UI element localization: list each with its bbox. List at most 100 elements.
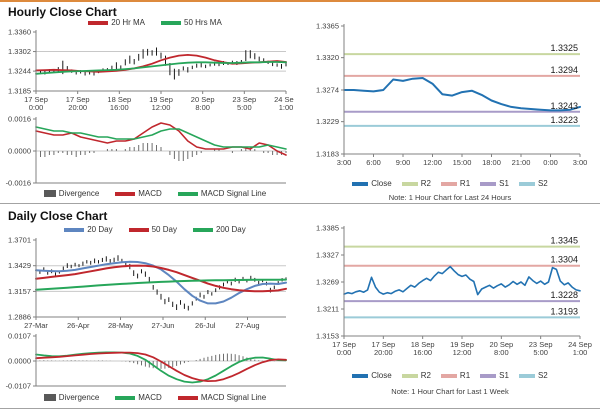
svg-text:0:00: 0:00 — [337, 348, 352, 357]
legend-item-macd: MACD — [115, 393, 162, 402]
legend-item-20day: 20 Day — [64, 225, 113, 234]
legend-item-s1: S1 — [480, 371, 509, 380]
legend-item-s2: S2 — [518, 371, 548, 380]
s2-swatch — [518, 373, 535, 378]
legend-item-r2: R2 — [401, 179, 431, 188]
legend-item-macd-signal: MACD Signal Line — [177, 189, 267, 198]
r1-swatch — [440, 373, 457, 378]
pivot-24h-legend: Close R2 R1 S1 S2 — [310, 179, 590, 188]
svg-text:17 Sep: 17 Sep — [24, 95, 48, 104]
divergence-swatch — [43, 190, 56, 197]
legend-label: R1 — [459, 371, 471, 380]
svg-text:3:00: 3:00 — [337, 158, 352, 167]
legend-label: MACD — [138, 189, 162, 198]
top-accent-bar — [0, 0, 600, 2]
legend-label: R1 — [459, 179, 471, 188]
svg-text:1.3244: 1.3244 — [8, 67, 31, 76]
svg-text:-0.0107: -0.0107 — [6, 382, 31, 391]
20day-swatch — [64, 227, 85, 232]
svg-text:21:00: 21:00 — [512, 158, 531, 167]
legend-label: Divergence — [58, 393, 100, 402]
macd-signal-swatch — [177, 191, 198, 196]
s1-swatch — [480, 181, 497, 186]
svg-text:18 Sep: 18 Sep — [107, 95, 131, 104]
svg-text:27-Mar: 27-Mar — [24, 321, 48, 330]
hourly-macd-legend: Divergence MACD MACD Signal Line — [20, 189, 290, 198]
svg-text:0.0000: 0.0000 — [8, 147, 31, 156]
svg-text:9:00: 9:00 — [396, 158, 411, 167]
legend-label: S1 — [499, 371, 509, 380]
svg-text:1.3345: 1.3345 — [550, 236, 578, 246]
50hr-ma-swatch — [161, 20, 181, 25]
legend-item-s1: S1 — [480, 179, 509, 188]
legend-label: S2 — [537, 371, 548, 380]
legend-label: 200 Day — [215, 225, 246, 234]
pivot-24h-note: Note: 1 Hour Chart for Last 24 Hours — [388, 193, 512, 202]
legend-item-r1: R1 — [440, 371, 471, 380]
legend-item-divergence: Divergence — [43, 393, 100, 402]
legend-item-r1: R1 — [440, 179, 471, 188]
20hr-ma-swatch — [88, 20, 109, 25]
svg-text:1.3223: 1.3223 — [550, 115, 578, 125]
svg-text:0.0107: 0.0107 — [8, 333, 31, 341]
s2-swatch — [518, 181, 535, 186]
legend-label: 50 Day — [151, 225, 177, 234]
svg-text:1.3320: 1.3320 — [316, 53, 339, 62]
hourly-chart-title: Hourly Close Chart — [8, 5, 117, 19]
legend-label: 20 Day — [87, 225, 113, 234]
svg-text:0.0016: 0.0016 — [8, 115, 31, 124]
bottom-divider — [0, 408, 600, 409]
mid-divider — [0, 203, 600, 204]
pivot-1week-note: Note: 1 Hour Chart for Last 1 Week — [391, 387, 509, 396]
legend-item-divergence: Divergence — [43, 189, 100, 198]
svg-text:3:00: 3:00 — [573, 158, 588, 167]
svg-text:24 Sep: 24 Sep — [568, 340, 592, 349]
s1-swatch — [480, 373, 497, 378]
svg-text:1.3153: 1.3153 — [316, 332, 339, 341]
svg-text:18:00: 18:00 — [482, 158, 501, 167]
legend-label: R2 — [420, 179, 431, 188]
svg-text:12:00: 12:00 — [423, 158, 442, 167]
svg-text:1:00: 1:00 — [279, 103, 294, 112]
legend-label: S2 — [537, 179, 548, 188]
legend-label: R2 — [420, 371, 431, 380]
svg-text:18 Sep: 18 Sep — [411, 340, 435, 349]
svg-text:1.3302: 1.3302 — [8, 47, 31, 56]
svg-text:1.3157: 1.3157 — [8, 287, 31, 296]
svg-text:1.3243: 1.3243 — [550, 101, 578, 111]
svg-text:28-May: 28-May — [108, 321, 133, 330]
legend-label: MACD — [138, 393, 162, 402]
svg-text:20:00: 20:00 — [374, 348, 393, 357]
legend-label: MACD Signal Line — [200, 189, 267, 198]
svg-text:26-Apr: 26-Apr — [67, 321, 90, 330]
legend-label: S1 — [499, 179, 509, 188]
legend-item-r2: R2 — [401, 371, 431, 380]
legend-item-200day: 200 Day — [192, 225, 246, 234]
pivot-24h-chart: 1.3325 1.3294 1.3243 1.3223 1.3365 1.3320 1.32… — [316, 22, 588, 168]
svg-text:1.3228: 1.3228 — [550, 290, 578, 300]
legend-item-s2: S2 — [518, 179, 548, 188]
svg-text:1.3294: 1.3294 — [550, 65, 578, 75]
svg-text:-0.0016: -0.0016 — [6, 179, 31, 188]
svg-text:27-Jun: 27-Jun — [152, 321, 175, 330]
legend-item-macd: MACD — [115, 189, 162, 198]
r1-swatch — [440, 181, 457, 186]
svg-text:23 Sep: 23 Sep — [529, 340, 553, 349]
svg-text:1.3185: 1.3185 — [8, 87, 31, 96]
svg-text:1.3211: 1.3211 — [317, 305, 339, 314]
legend-item-20hr-ma: 20 Hr MA — [88, 18, 145, 27]
svg-text:20 Sep: 20 Sep — [191, 95, 215, 104]
legend-label: 20 Hr MA — [111, 18, 145, 27]
daily-chart-title: Daily Close Chart — [8, 209, 108, 223]
legend-label: Divergence — [58, 189, 100, 198]
pivot-1week-legend: Close R2 R1 S1 S2 — [310, 371, 590, 380]
svg-text:20:00: 20:00 — [68, 103, 87, 112]
svg-text:12:00: 12:00 — [152, 103, 171, 112]
svg-text:5:00: 5:00 — [533, 348, 548, 357]
svg-text:26-Jul: 26-Jul — [195, 321, 216, 330]
svg-text:17 Sep: 17 Sep — [371, 340, 395, 349]
legend-item-50hr-ma: 50 Hrs MA — [161, 18, 222, 27]
svg-text:1.3385: 1.3385 — [316, 224, 339, 233]
